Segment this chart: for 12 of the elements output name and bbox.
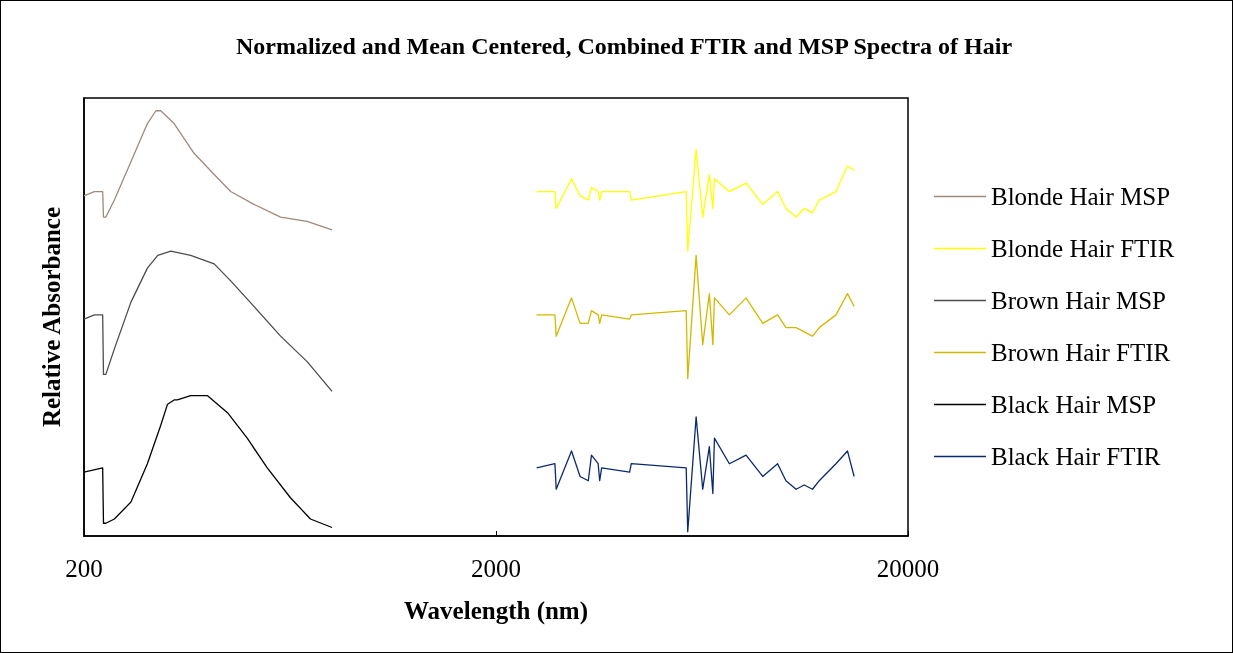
chart-title: Normalized and Mean Centered, Combined FTIR and MSP Spectra of Hair	[235, 32, 1013, 59]
legend-label: Blonde Hair FTIR	[991, 235, 1175, 262]
legend-label: Black Hair MSP	[991, 391, 1157, 418]
legend-label: Black Hair FTIR	[991, 443, 1161, 470]
legend-label: Brown Hair MSP	[991, 287, 1167, 314]
legend-label: Brown Hair FTIR	[991, 339, 1171, 366]
legend-label: Blonde Hair MSP	[991, 183, 1171, 210]
x-tick-label: 200	[65, 555, 103, 582]
x-axis-title: Wavelength (nm)	[403, 597, 589, 625]
x-tick-label: 20000	[876, 555, 940, 582]
x-tick-label: 2000	[471, 555, 521, 582]
y-axis-title: Relative Absorbance	[38, 206, 65, 428]
